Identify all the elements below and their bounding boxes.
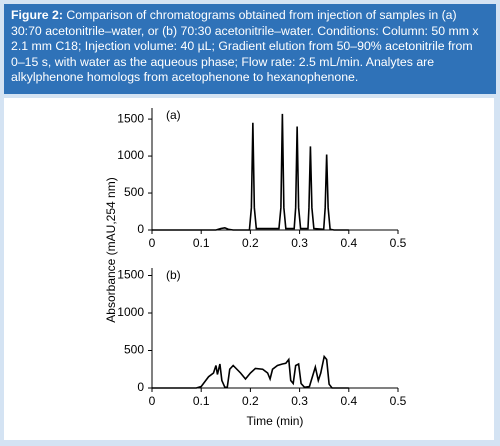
x-tick-label: 0 (149, 394, 156, 408)
y-tick-label: 0 (137, 380, 144, 394)
x-tick-label: 0.1 (193, 394, 210, 408)
y-tick-label: 500 (124, 185, 144, 199)
x-tick-label: 0.4 (340, 236, 357, 250)
x-axis-label: Time (min) (247, 414, 304, 428)
x-tick-label: 0 (149, 236, 156, 250)
x-tick-label: 0.2 (242, 236, 259, 250)
y-tick-label: 1500 (117, 111, 144, 125)
x-tick-label: 0.5 (390, 236, 407, 250)
y-axis-label: Absorbance (mAU,254 nm) (104, 177, 118, 322)
trace (152, 354, 349, 389)
y-tick-label: 0 (137, 222, 144, 236)
y-tick-label: 1000 (117, 148, 144, 162)
panel-label: (a) (166, 108, 181, 122)
x-tick-label: 0.3 (291, 236, 308, 250)
x-tick-label: 0.1 (193, 236, 210, 250)
x-tick-label: 0.5 (390, 394, 407, 408)
x-tick-label: 0.2 (242, 394, 259, 408)
trace (152, 113, 349, 231)
caption-text: Comparison of chromatograms obtained fro… (11, 8, 479, 84)
x-tick-label: 0.3 (291, 394, 308, 408)
y-tick-label: 1000 (117, 305, 144, 319)
caption-label: Figure 2: (11, 8, 63, 22)
y-tick-label: 1500 (117, 268, 144, 282)
y-tick-label: 500 (124, 343, 144, 357)
caption: Figure 2: Comparison of chromatograms ob… (4, 4, 496, 94)
panel-label: (b) (166, 268, 181, 282)
chart-panel (4, 98, 494, 440)
x-tick-label: 0.4 (340, 394, 357, 408)
